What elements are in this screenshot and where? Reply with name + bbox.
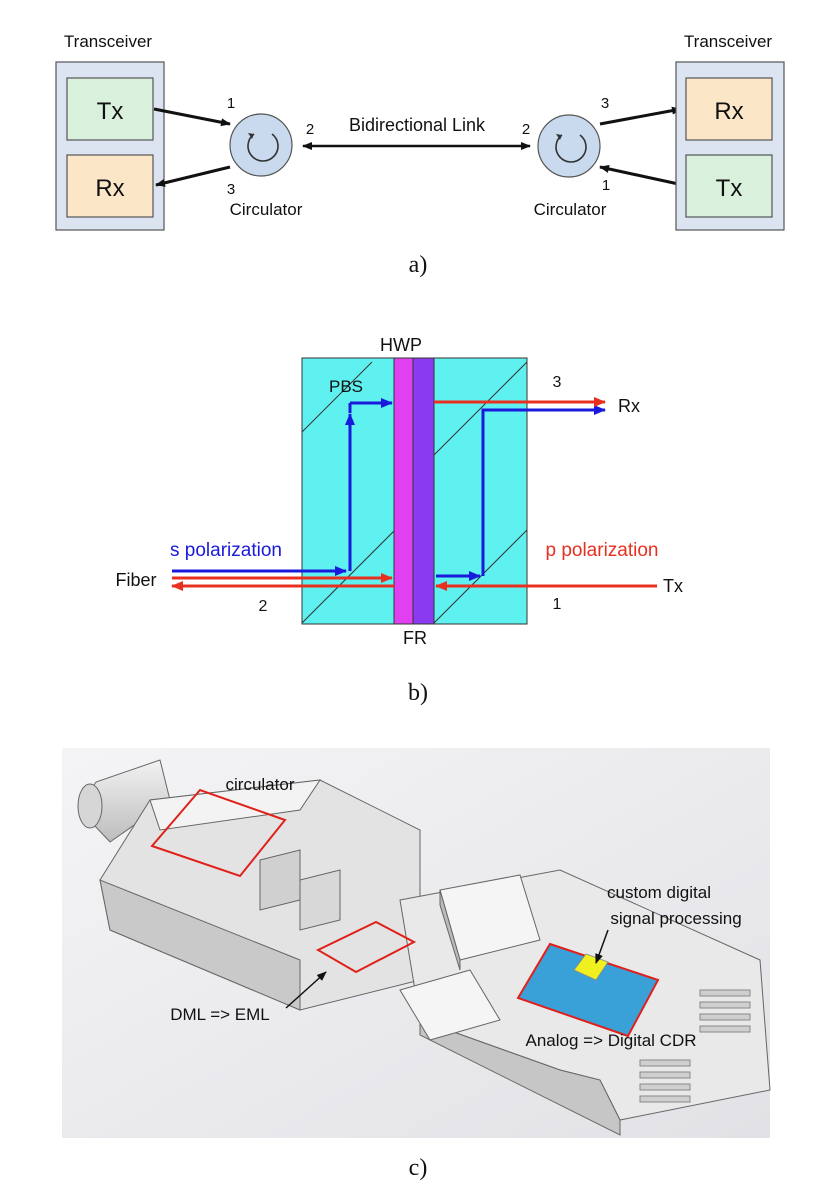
- right-circulator-to-rx-arrow: [599, 106, 682, 126]
- right-port-2: 2: [522, 121, 530, 138]
- right-rx-label: Rx: [714, 98, 743, 125]
- pbs-label: PBS: [329, 377, 363, 396]
- s-polarization-label: s polarization: [170, 540, 282, 561]
- left-circulator-rotation-icon: [247, 133, 279, 162]
- port-1-label: 1: [553, 596, 562, 613]
- port-2-label: 2: [259, 598, 268, 615]
- right-tx-label: Tx: [716, 175, 743, 202]
- left-tx-to-circulator-arrow: [153, 107, 231, 127]
- right-transceiver: Transceiver Rx Tx: [675, 32, 785, 231]
- left-port-2: 2: [306, 121, 314, 138]
- pbs-interface-upper-right: [433, 361, 528, 456]
- p-polarization-label: p polarization: [545, 540, 658, 561]
- pbs-interface-upper-left: [301, 361, 373, 433]
- hwp-plate: [393, 357, 414, 625]
- caption-b: b): [408, 680, 428, 706]
- dsp-pointer-arrow: [595, 929, 609, 964]
- fiber-label: Fiber: [115, 570, 156, 590]
- caption-c: c): [409, 1155, 428, 1181]
- right-circulator: Circulator 2 3 1: [522, 95, 610, 219]
- cdr-label: Analog => Digital CDR: [525, 1031, 696, 1050]
- caption-a: a): [409, 252, 428, 278]
- right-rx-block: [685, 77, 773, 141]
- panel-a: Transceiver Tx Rx Circulator 1 2 3 Bidir…: [55, 32, 785, 278]
- left-transceiver: Transceiver Tx Rx: [55, 32, 165, 231]
- dml-eml-label: DML => EML: [170, 1005, 270, 1024]
- p-polarization-beam: [171, 397, 657, 591]
- bidirectional-link-label: Bidirectional Link: [349, 115, 486, 135]
- circulator-label: circulator: [226, 775, 295, 794]
- transceiver-module-render: [77, 759, 771, 1136]
- fr-plate: [412, 357, 435, 625]
- hwp-label: HWP: [380, 335, 422, 355]
- left-circulator-label: Circulator: [230, 200, 303, 219]
- right-transceiver-title: Transceiver: [684, 32, 773, 51]
- s-polarization-beam: [172, 398, 606, 581]
- rx-label: Rx: [618, 396, 640, 416]
- right-circulator-label: Circulator: [534, 200, 607, 219]
- port-3-label: 3: [553, 374, 562, 391]
- dml-eml-highlight: [315, 920, 417, 974]
- left-port-3: 3: [227, 181, 235, 198]
- dsp-chip: [516, 942, 660, 1038]
- left-circulator-to-rx-arrow: [155, 165, 231, 187]
- tx-label: Tx: [663, 576, 683, 596]
- dml-eml-pointer-arrow: [285, 971, 327, 1009]
- right-tx-block: [685, 154, 773, 218]
- right-port-1: 1: [602, 177, 610, 194]
- left-port-1: 1: [227, 95, 235, 112]
- right-circulator-body: [537, 114, 601, 178]
- dsp-label-line1: custom digital: [607, 883, 711, 902]
- panel-b: HWP FR PBS s polarization p polarization…: [115, 335, 683, 706]
- left-circulator-body: [229, 113, 293, 177]
- left-rx-label: Rx: [95, 175, 124, 202]
- right-tx-to-circulator-arrow: [599, 164, 684, 187]
- left-rx-block: [66, 154, 154, 218]
- circulator-highlight: [150, 788, 287, 878]
- left-circulator: Circulator 1 2 3: [227, 95, 314, 219]
- dsp-label-line2: signal processing: [610, 909, 741, 928]
- right-port-3: 3: [601, 95, 609, 112]
- left-tx-label: Tx: [97, 98, 124, 125]
- left-tx-block: [66, 77, 154, 141]
- panel-c: circulator custom digital signal process…: [62, 748, 771, 1181]
- fr-label: FR: [403, 628, 427, 648]
- right-circulator-rotation-icon: [555, 134, 587, 163]
- left-transceiver-title: Transceiver: [64, 32, 153, 51]
